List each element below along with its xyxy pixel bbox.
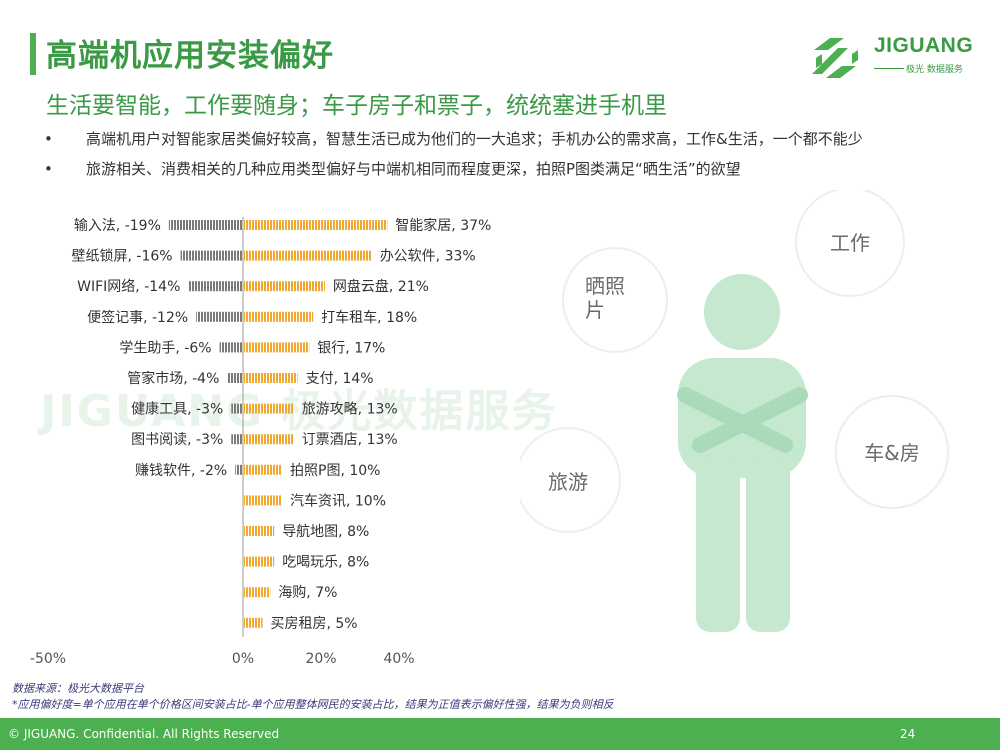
preference-bar-chart: 智能家居, 37% 办公软件, 33% 网盘云盘, 21% 打车租车, 18% 银行, … <box>30 217 491 667</box>
bar-positive <box>244 281 325 292</box>
data-label-positive: 旅游攻略, 13% <box>302 402 398 418</box>
bullet-marker: • <box>44 130 53 148</box>
bar-positive <box>244 250 372 261</box>
bubble-travel-label: 旅游 <box>548 470 588 494</box>
jiguang-logo-icon <box>812 38 858 78</box>
bar-positive <box>244 464 282 475</box>
watermark: JIGUANG 极光数据服务 <box>40 386 558 437</box>
x-tick-label: 0% <box>232 651 254 667</box>
bubble-photo: 晒照片 <box>562 247 668 353</box>
bubble-work: 工作 <box>795 190 905 297</box>
bar-negative <box>231 403 242 414</box>
bar-positive <box>244 617 263 628</box>
page-subtitle: 生活要智能，工作要随身；车子房子和票子，统统塞进手机里 <box>46 93 667 119</box>
data-label-positive: 导航地图, 8% <box>282 524 369 540</box>
bar-positive <box>244 311 314 322</box>
bullet-marker: • <box>44 160 53 178</box>
definition-note: *应用偏好度=单个应用在单个价格区间安装占比-单个应用整体网民的安装占比，结果为… <box>12 698 614 711</box>
bar-negative <box>168 220 242 230</box>
bar-negative <box>227 373 242 383</box>
data-label-positive: 吃喝玩乐, 8% <box>282 555 369 571</box>
bullet-text: 高端机用户对智能家居类偏好较高，智慧生活已成为他们的一大追求；手机办公的需求高，… <box>86 130 863 148</box>
data-label-positive: 拍照P图, 10% <box>290 463 380 479</box>
data-label-positive: 买房租房, 5% <box>271 616 358 632</box>
bar-positive <box>244 373 298 383</box>
crossed-arms <box>677 387 808 453</box>
data-label-positive: 网盘云盘, 21% <box>333 278 429 295</box>
bullet-item: • 高端机用户对智能家居类偏好较高，智慧生活已成为他们的一大追求；手机办公的需求… <box>40 128 863 158</box>
logo-divider <box>874 68 904 69</box>
data-label-negative: 壁纸锁屏, -16% <box>72 249 173 265</box>
logo-tagline: 极光 数据服务 <box>906 65 963 75</box>
bar-positive <box>244 556 275 567</box>
data-label-negative: 健康工具, -3% <box>131 401 223 418</box>
bar-positive <box>244 220 388 230</box>
data-label-positive: 智能家居, 37% <box>395 217 491 234</box>
data-label-positive: 汽车资讯, 10% <box>290 492 386 509</box>
bullet-list: • 高端机用户对智能家居类偏好较高，智慧生活已成为他们的一大追求；手机办公的需求… <box>40 128 863 188</box>
person-illustration: 工作 晒照片 车&房 旅游 <box>520 190 949 632</box>
bullet-item: • 旅游相关、消费相关的几种应用类型偏好与中端机相同而程度更深，拍照P图类满足“… <box>40 158 863 188</box>
bar-negative <box>235 464 242 475</box>
bar-negative <box>196 311 242 322</box>
footer-copyright: © JIGUANG. Confidential. All Rights Rese… <box>8 727 280 741</box>
data-label-negative: WIFI网络, -14% <box>77 279 180 295</box>
bar-negative <box>231 434 242 445</box>
data-label-positive: 办公软件, 33% <box>380 249 476 265</box>
person-silhouette <box>678 274 806 632</box>
data-label-negative: 管家市场, -4% <box>127 370 219 387</box>
chart-notes: 数据来源：极光大数据平台 *应用偏好度=单个应用在单个价格区间安装占比-单个应用… <box>12 681 614 713</box>
bar-positive <box>244 342 310 353</box>
bar-positive <box>244 434 294 445</box>
bar-positive <box>244 526 275 536</box>
data-label-negative: 图书阅读, -3% <box>131 431 223 448</box>
page-number: 24 <box>900 727 916 741</box>
bubble-work-label: 工作 <box>830 231 870 255</box>
bar-negative <box>219 342 242 353</box>
x-tick-label: -50% <box>30 651 66 667</box>
data-label-positive: 打车租车, 18% <box>321 309 417 326</box>
logo-wordmark: JIGUANG <box>874 34 974 57</box>
bubble-car-house-label: 车&房 <box>864 441 920 465</box>
bullet-text: 旅游相关、消费相关的几种应用类型偏好与中端机相同而程度更深，拍照P图类满足“晒生… <box>86 160 741 178</box>
data-label-negative: 赚钱软件, -2% <box>135 463 227 479</box>
data-label-positive: 订票酒店, 13% <box>302 432 398 448</box>
data-label-positive: 海购, 7% <box>278 585 337 601</box>
x-tick-label: 20% <box>305 651 336 667</box>
data-label-negative: 便签记事, -12% <box>87 309 188 326</box>
bar-positive <box>244 495 282 506</box>
bar-positive <box>244 403 294 414</box>
bubble-travel: 旅游 <box>520 427 621 533</box>
data-label-positive: 支付, 14% <box>306 371 374 387</box>
title-accent-bar <box>30 33 36 75</box>
bar-negative <box>188 281 242 292</box>
bubble-photo-label: 晒照片 <box>585 274 625 322</box>
data-source-note: 数据来源：极光大数据平台 <box>12 682 144 695</box>
data-label-negative: 输入法, -19% <box>74 218 161 234</box>
data-label-negative: 学生助手, -6% <box>119 340 211 356</box>
bar-negative <box>180 250 242 261</box>
data-label-positive: 银行, 17% <box>317 340 385 356</box>
x-tick-label: 40% <box>383 651 414 667</box>
footer-bar <box>0 718 1000 750</box>
page-title: 高端机应用安装偏好 <box>46 38 334 74</box>
bar-positive <box>244 587 271 598</box>
bubble-car-house: 车&房 <box>835 395 949 509</box>
